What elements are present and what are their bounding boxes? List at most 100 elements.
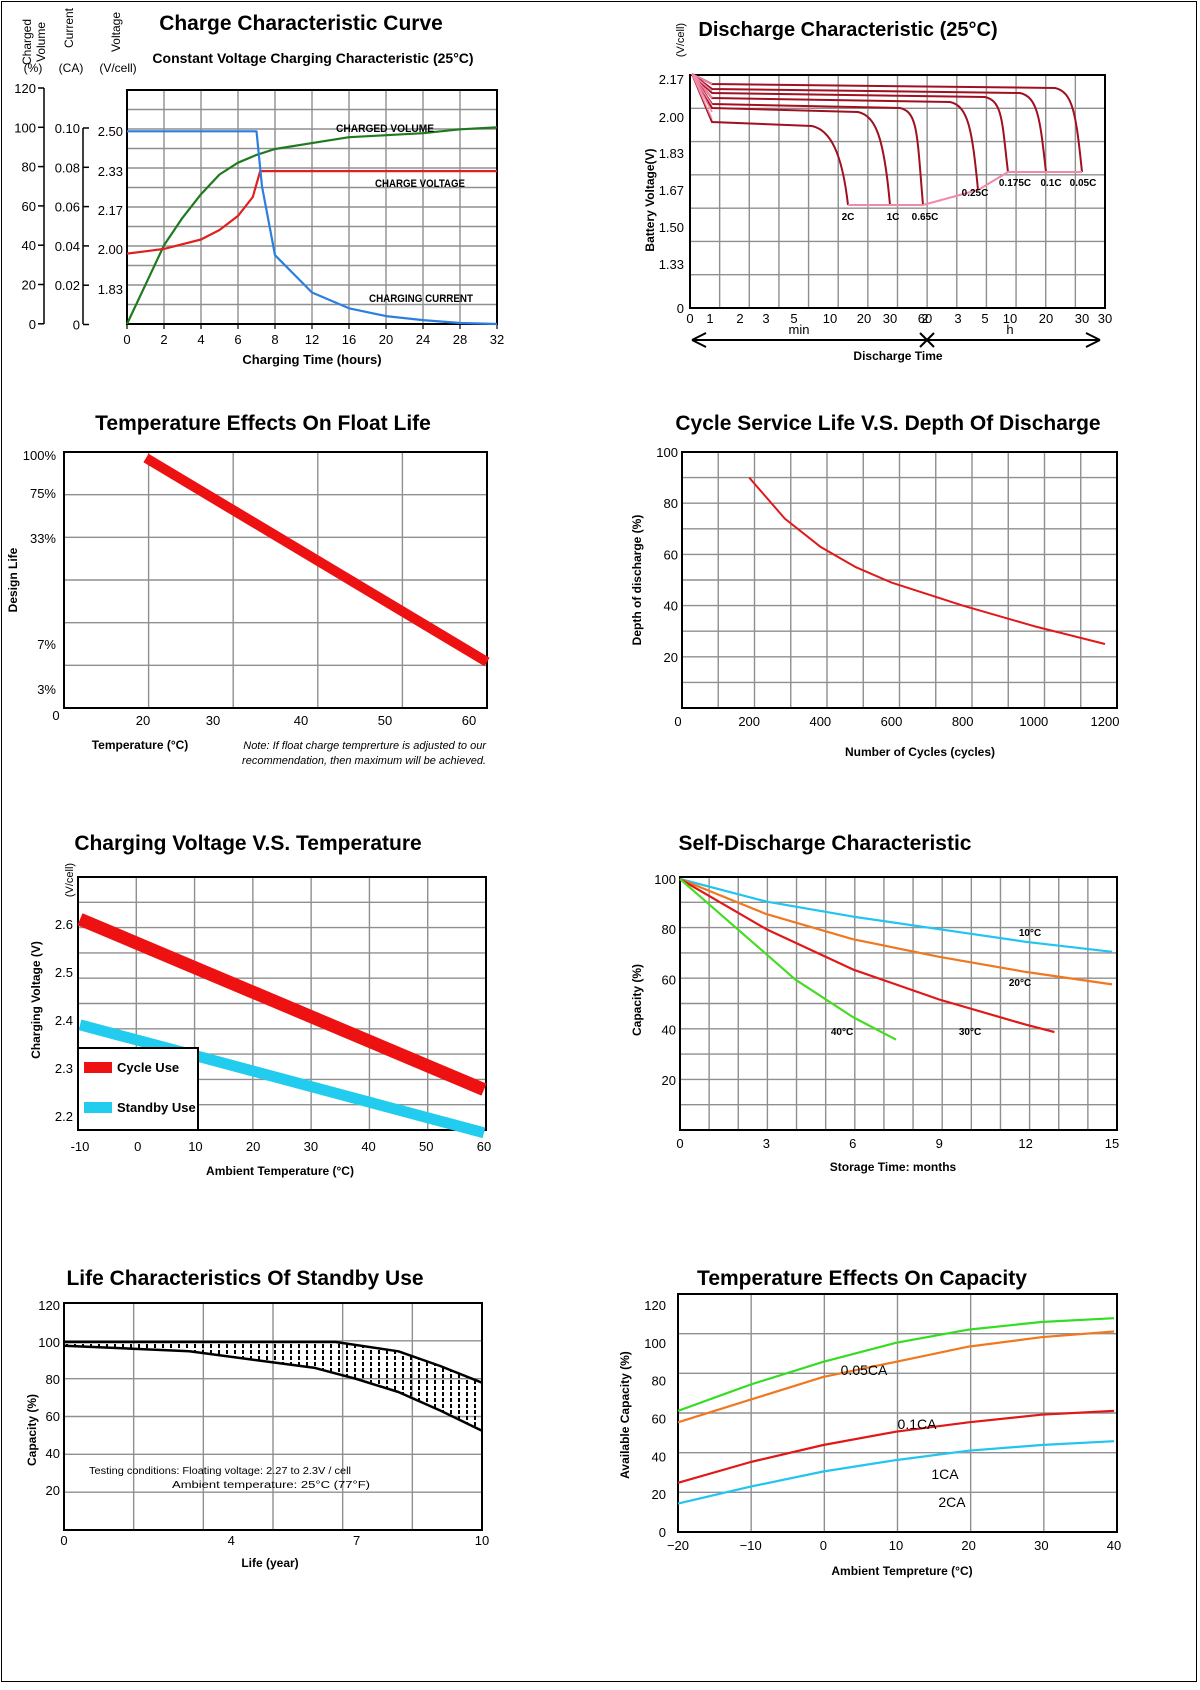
y-tick-label: 1.33 [659,257,684,272]
testing-conditions-line: Testing conditions: Floating voltage: 2.… [89,1466,351,1477]
y-tick-label: 80 [46,1372,60,1387]
y-tick-label: 2.3 [55,1061,73,1076]
volume-tick-label: 40 [22,238,36,253]
x-tick-label: 800 [952,714,974,729]
self-discharge-plot-frame [679,876,1118,1131]
x-axis-label: Charging Time (hours) [242,352,381,367]
x-tick-label: 50 [419,1139,433,1154]
x-tick-label: 30 [1075,311,1089,326]
voltage-tick-label: 1.83 [98,282,123,297]
y-tick-label: 60 [652,1412,666,1427]
y-tick-label: 3% [37,682,56,697]
y-tick-label: 100 [654,872,676,887]
arrow-head [691,332,707,341]
discharge-curve-0.05C [691,73,1083,173]
x-tick-label: 24 [416,332,430,347]
charge-voltage-curve [126,170,497,255]
y-tick-label: 80 [664,496,678,511]
y-tick-label: 120 [644,1298,666,1313]
series-label: 20°C [1009,978,1031,989]
x-tick-label: 1 [706,311,713,326]
series-label: 2CA [938,1494,966,1510]
capacity-curve-1CA [677,1409,1115,1484]
y-tick-label: 20 [664,650,678,665]
x-tick-label: 4 [228,1533,235,1548]
x-axis-label: Ambient Tempreture (°C) [831,1564,972,1578]
y-tick-label: 60 [46,1409,60,1424]
discharge-curve-0.1C [691,73,1047,173]
x-tick-label: 15 [1105,1136,1119,1151]
x-axis-label: Temperature (°C) [92,738,189,752]
y-tick-label: 100 [656,445,678,460]
chart-title: Temperature Effects On Float Life [95,412,431,435]
footnote-line: recommendation, then maximum will be ach… [242,755,486,767]
discharge-curve-0.25C [691,73,979,191]
x-tick-label: 10 [1003,311,1017,326]
cycle-use-line [77,913,487,1096]
voltage-tick-label: 2.17 [98,203,123,218]
x-tick-label: 0 [676,1136,683,1151]
y-tick-label: 2.6 [55,917,73,932]
charged-volume-curve [126,126,498,325]
x-tick-label: 60 [477,1139,491,1154]
chart-subtitle: Constant Voltage Charging Characteristic… [152,50,473,66]
x-tick-label: 200 [738,714,760,729]
y-tick-label: 60 [662,972,676,987]
arrow-head [1085,332,1101,341]
chart-title: Temperature Effects On Capacity [697,1267,1027,1290]
x-tick-label: 3 [954,311,961,326]
x-tick-label: 600 [881,714,903,729]
degradation-band [64,1342,482,1431]
x-axis-label: Life (year) [241,1556,298,1570]
upper-life-curve [64,1340,483,1384]
x-tick-label: 20 [857,311,871,326]
y-unit-label: (V/cell) [675,23,687,57]
testing-conditions-line: Ambient temperature: 25°C (77°F) [172,1480,370,1491]
volume-axis-header: (%) [24,61,43,75]
y-tick-label: 20 [652,1487,666,1502]
y-axis-label: Design Life [6,547,20,612]
y-axis-label: Capacity (%) [630,964,644,1036]
y-tick-label: 2.4 [55,1013,73,1028]
current-tick-label: 0.10 [55,121,80,136]
arrow-head [1085,339,1101,348]
x-axis-label: Number of Cycles (cycles) [845,745,995,759]
cycle-life-curve [748,476,1106,645]
y-tick-label: 1.83 [659,146,684,161]
x-tick-label: 1200 [1091,714,1120,729]
y-tick-label: 2.2 [55,1109,73,1124]
volume-axis-header: Volume [34,22,48,62]
rate-label: 0.175C [999,178,1031,189]
x-tick-label: 0 [674,714,681,729]
y-axis-label: Battery Voltage(V) [643,148,657,251]
y-tick-label: 40 [652,1449,666,1464]
min-label: min [789,322,810,337]
rate-label: 0.65C [912,212,939,223]
x-tick-label: 10 [889,1538,903,1553]
x-tick-label: 60 [918,311,932,326]
x-tick-label: 60 [462,713,476,728]
x-tick-label: 2 [921,311,928,326]
chart-title: Charge Characteristic Curve [159,12,443,35]
y-tick-label: 75% [30,486,56,501]
x-tick-label: 10 [188,1139,202,1154]
x-tick-label: 30 [883,311,897,326]
x-tick-label: 32 [490,332,504,347]
chart-title: Self-Discharge Characteristic [679,832,972,855]
rate-label: 1C [887,212,900,223]
x-tick-label: 20 [136,713,150,728]
y-tick-label: 40 [46,1446,60,1461]
y-tick-label: 2.00 [659,110,684,125]
standby-use-line [78,1019,486,1139]
current-axis-header: (CA) [59,61,84,75]
arrow-head [919,332,935,348]
x-tick-label: 12 [305,332,319,347]
x-tick-label: 1000 [1019,714,1048,729]
x-tick-label: 30 [1034,1538,1048,1553]
initial-drop-line [691,73,713,85]
rate-label: 0.25C [962,188,989,199]
x-tick-label: 5 [981,311,988,326]
x-tick-label: 4 [197,332,204,347]
self-discharge-curve-30 [679,878,1055,1034]
